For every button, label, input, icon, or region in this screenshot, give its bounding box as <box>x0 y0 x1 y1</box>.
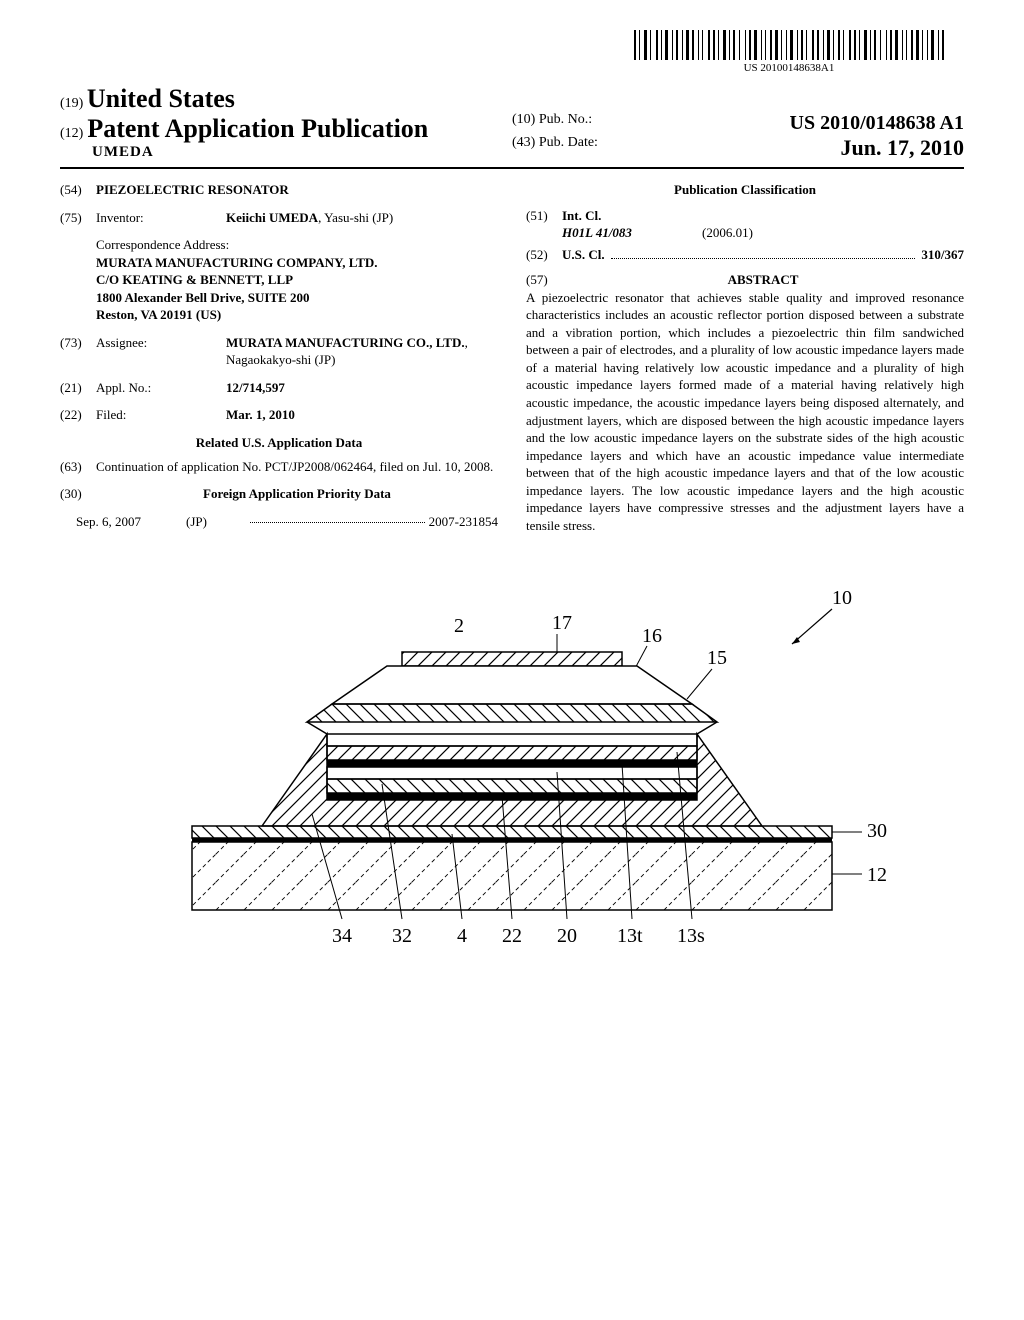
uscl-dots <box>611 251 916 259</box>
assignee-name: MURATA MANUFACTURING CO., LTD. <box>226 335 465 350</box>
fig-label-34: 34 <box>332 925 352 947</box>
classification-heading: Publication Classification <box>526 181 964 199</box>
assignee-label: Assignee: <box>96 334 226 369</box>
fig-label-12: 12 <box>867 864 887 886</box>
corr-line2: C/O KEATING & BENNETT, LLP <box>96 271 498 289</box>
related-code: (63) <box>60 458 96 476</box>
filed-label: Filed: <box>96 406 226 424</box>
fig-label-15: 15 <box>707 647 727 669</box>
appl-no: 12/714,597 <box>226 379 498 397</box>
figure-area: 10 2 17 16 15 30 <box>60 574 964 999</box>
fig-label-10: 10 <box>832 587 852 609</box>
inventor-code: (75) <box>60 209 96 227</box>
filed-date: Mar. 1, 2010 <box>226 406 498 424</box>
corr-line3: 1800 Alexander Bell Drive, SUITE 200 <box>96 289 498 307</box>
title-code: (54) <box>60 181 96 199</box>
related-text: Continuation of application No. PCT/JP20… <box>96 458 493 476</box>
uscl-code: (52) <box>526 246 562 264</box>
inventor-name: Keiichi UMEDA <box>226 210 318 225</box>
fig-label-17: 17 <box>552 612 572 634</box>
uscl-value: 310/367 <box>921 246 964 264</box>
inventor-loc: , Yasu-shi (JP) <box>318 210 393 225</box>
header-divider <box>60 167 964 169</box>
pub-no-code: (10) <box>512 112 535 127</box>
pub-type: Patent Application Publication <box>87 114 428 143</box>
related-heading: Related U.S. Application Data <box>60 434 498 452</box>
patent-figure: 10 2 17 16 15 30 <box>132 574 892 994</box>
appl-label: Appl. No.: <box>96 379 226 397</box>
corr-line1: MURATA MANUFACTURING COMPANY, LTD. <box>96 254 498 272</box>
abstract-code: (57) <box>526 271 562 289</box>
pub-date-label: Pub. Date: <box>539 135 598 150</box>
author-surname: UMEDA <box>92 144 512 161</box>
pub-date: Jun. 17, 2010 <box>841 135 964 161</box>
barcode-region: US 20100148638A1 <box>60 30 964 76</box>
fig-label-20: 20 <box>557 925 577 947</box>
fig-label-13t: 13t <box>617 925 643 947</box>
intcl-class: H01L 41/083 <box>562 224 702 242</box>
fig-label-16: 16 <box>642 625 662 647</box>
right-column: Publication Classification (51) Int. Cl.… <box>526 181 964 534</box>
abstract-text: A piezoelectric resonator that achieves … <box>526 289 964 535</box>
fig-label-4: 4 <box>457 925 467 947</box>
left-column: (54) PIEZOELECTRIC RESONATOR (75) Invent… <box>60 181 498 534</box>
foreign-date: Sep. 6, 2007 <box>76 513 186 531</box>
foreign-heading: Foreign Application Priority Data <box>96 485 498 503</box>
invention-title: PIEZOELECTRIC RESONATOR <box>96 181 289 199</box>
intcl-code: (51) <box>526 207 562 225</box>
foreign-country: (JP) <box>186 513 246 531</box>
intcl-label: Int. Cl. <box>562 207 601 225</box>
appl-code: (21) <box>60 379 96 397</box>
biblio-columns: (54) PIEZOELECTRIC RESONATOR (75) Invent… <box>60 181 964 534</box>
fig-label-32: 32 <box>392 925 412 947</box>
barcode-bars <box>634 30 944 60</box>
fig-label-30: 30 <box>867 820 887 842</box>
corr-label: Correspondence Address: <box>96 236 498 254</box>
pub-no-label: Pub. No.: <box>539 112 592 127</box>
header: (19) United States (12) Patent Applicati… <box>60 84 964 161</box>
pub-type-code: (12) <box>60 126 83 141</box>
corr-line4: Reston, VA 20191 (US) <box>96 306 498 324</box>
barcode-text: US 20100148638A1 <box>634 62 944 74</box>
barcode: US 20100148638A1 <box>634 30 944 74</box>
pub-date-code: (43) <box>512 135 535 150</box>
fig-label-2: 2 <box>454 615 464 637</box>
pub-no: US 2010/0148638 A1 <box>790 112 964 135</box>
country-name: United States <box>87 84 235 113</box>
foreign-dots <box>250 513 425 523</box>
country-code: (19) <box>60 96 83 111</box>
foreign-no: 2007-231854 <box>429 513 498 531</box>
filed-code: (22) <box>60 406 96 424</box>
inventor-label: Inventor: <box>96 209 226 227</box>
assignee-code: (73) <box>60 334 96 369</box>
abstract-label: ABSTRACT <box>562 271 964 289</box>
fig-label-22: 22 <box>502 925 522 947</box>
intcl-year: (2006.01) <box>702 224 753 242</box>
uscl-label: U.S. Cl. <box>562 246 605 264</box>
fig-label-13s: 13s <box>677 925 705 947</box>
foreign-code: (30) <box>60 485 96 503</box>
